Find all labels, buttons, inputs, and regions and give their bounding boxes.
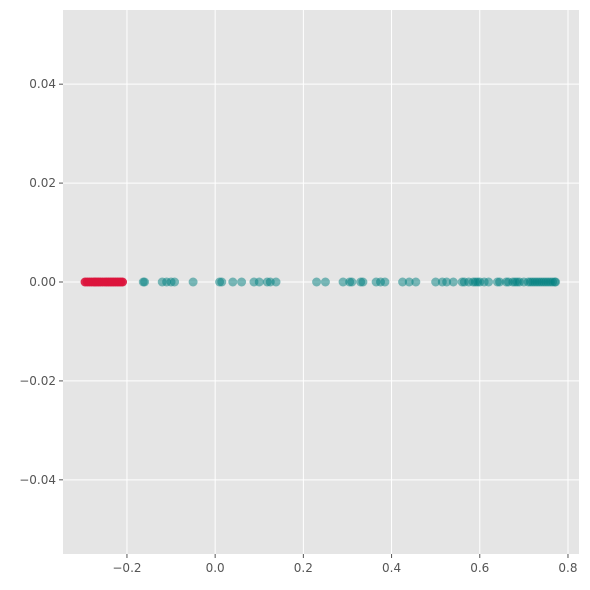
- data-point: [431, 277, 441, 287]
- data-point: [188, 277, 198, 287]
- data-point: [140, 277, 150, 287]
- x-tick-label: 0.2: [294, 561, 313, 575]
- data-points: [80, 277, 561, 287]
- data-point: [271, 277, 281, 287]
- y-tick-label: −0.02: [19, 374, 56, 388]
- y-axis-ticks: 0.04 0.02 0.00 −0.02 −0.04: [19, 77, 63, 487]
- x-tick-label: 0.4: [382, 561, 401, 575]
- x-tick-label: 0.0: [206, 561, 225, 575]
- x-axis-ticks: −0.2 0.0 0.2 0.4 0.6 0.8: [112, 554, 578, 575]
- data-point: [312, 277, 322, 287]
- data-point: [118, 277, 128, 287]
- data-point: [358, 277, 368, 287]
- y-tick-label: −0.04: [19, 473, 56, 487]
- data-point: [347, 277, 357, 287]
- data-point: [551, 277, 561, 287]
- data-point: [411, 277, 421, 287]
- data-point: [237, 277, 247, 287]
- y-tick-label: 0.02: [29, 176, 56, 190]
- data-point: [484, 277, 494, 287]
- y-tick-label: 0.00: [29, 275, 56, 289]
- x-tick-label: 0.6: [470, 561, 489, 575]
- data-point: [398, 277, 408, 287]
- data-point: [254, 277, 264, 287]
- data-point: [380, 277, 390, 287]
- data-point: [495, 277, 505, 287]
- data-point: [338, 277, 348, 287]
- data-point: [228, 277, 238, 287]
- data-point: [217, 277, 227, 287]
- x-tick-label: 0.8: [558, 561, 577, 575]
- y-tick-label: 0.04: [29, 77, 56, 91]
- data-point: [404, 277, 414, 287]
- data-point: [442, 277, 452, 287]
- data-point: [448, 277, 458, 287]
- data-point: [320, 277, 330, 287]
- series-0: [138, 277, 561, 287]
- x-tick-label: −0.2: [112, 561, 141, 575]
- data-point: [170, 277, 180, 287]
- series-1: [80, 277, 128, 287]
